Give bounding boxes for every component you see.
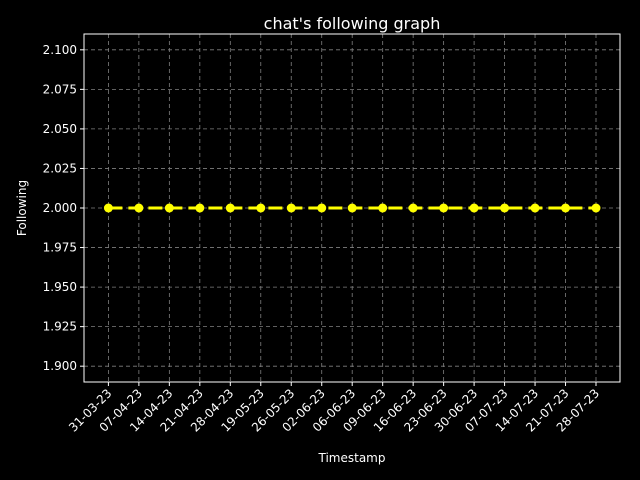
data-point bbox=[103, 203, 113, 213]
data-point bbox=[164, 203, 174, 213]
data-point bbox=[256, 203, 266, 213]
y-tick-label: 1.900 bbox=[43, 359, 77, 373]
data-point bbox=[408, 203, 418, 213]
grid-lines bbox=[84, 34, 620, 382]
data-point bbox=[317, 203, 327, 213]
data-point bbox=[561, 203, 571, 213]
data-point bbox=[530, 203, 540, 213]
data-point bbox=[591, 203, 601, 213]
y-tick-label: 1.975 bbox=[43, 241, 77, 255]
x-axis-title: Timestamp bbox=[318, 451, 386, 465]
data-point bbox=[347, 203, 357, 213]
y-tick-label: 2.050 bbox=[43, 122, 77, 136]
y-tick-label: 2.000 bbox=[43, 201, 77, 215]
y-tick-label: 1.925 bbox=[43, 320, 77, 334]
data-point bbox=[439, 203, 449, 213]
data-point bbox=[469, 203, 479, 213]
data-point bbox=[378, 203, 388, 213]
data-point bbox=[286, 203, 296, 213]
y-axis: 1.900 1.925 1.950 1.975 2.000 2.025 2.050 2.075… bbox=[43, 43, 84, 373]
data-point bbox=[134, 203, 144, 213]
y-tick-label: 1.950 bbox=[43, 280, 77, 294]
chart-title: chat's following graph bbox=[264, 14, 441, 33]
data-point bbox=[500, 203, 510, 213]
data-point bbox=[195, 203, 205, 213]
series-following bbox=[103, 203, 601, 213]
y-axis-title: Following bbox=[15, 180, 29, 236]
y-tick-label: 2.100 bbox=[43, 43, 77, 57]
y-tick-label: 2.025 bbox=[43, 161, 77, 175]
data-point bbox=[225, 203, 235, 213]
x-axis: 31-03-2307-04-2314-04-2321-04-2328-04-23… bbox=[66, 382, 602, 435]
y-tick-label: 2.075 bbox=[43, 82, 77, 96]
